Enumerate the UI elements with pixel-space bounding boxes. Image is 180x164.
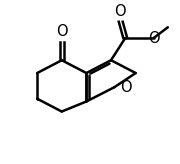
Text: O: O <box>120 80 131 95</box>
Text: O: O <box>148 31 159 46</box>
Text: O: O <box>114 4 126 19</box>
Text: O: O <box>56 24 68 39</box>
